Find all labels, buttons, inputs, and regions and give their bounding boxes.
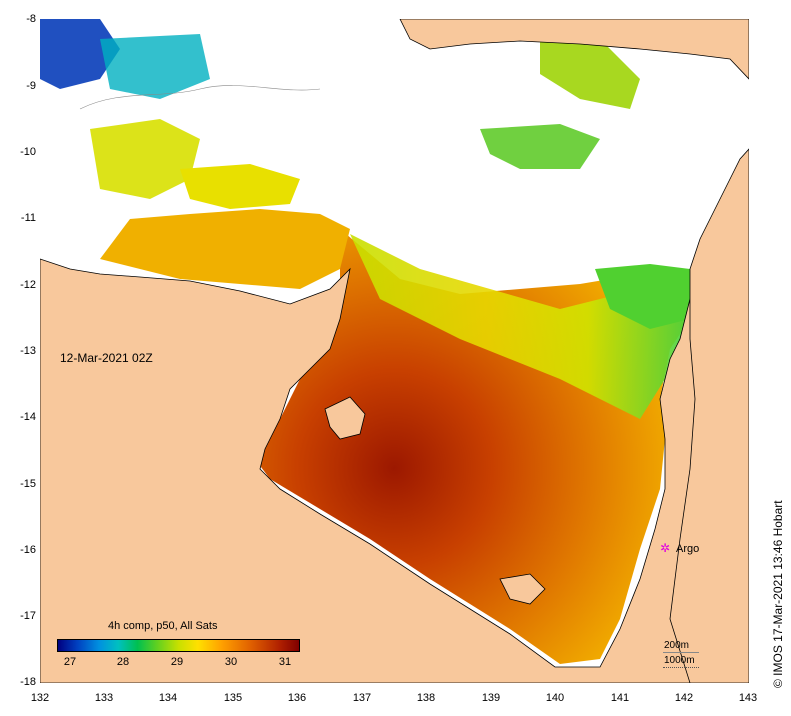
depth-1000m-line <box>663 667 699 668</box>
x-tick-label: 137 <box>352 692 372 704</box>
y-tick-label: -18 <box>20 676 36 688</box>
legend-tick-label: 28 <box>116 656 130 668</box>
wellesley-islands <box>499 573 546 605</box>
y-tick-label: -8 <box>26 13 36 25</box>
x-tick-label: 136 <box>287 692 307 704</box>
legend-tick-label: 29 <box>170 656 184 668</box>
x-tick-label: 140 <box>545 692 565 704</box>
x-tick-label: 132 <box>30 692 50 704</box>
timor-cyan-patch <box>100 34 210 99</box>
sst-map <box>40 19 749 683</box>
depth-contour-200m <box>79 85 321 110</box>
cape-york <box>669 148 749 683</box>
y-tick-label: -10 <box>20 146 36 158</box>
y-tick-label: -15 <box>20 478 36 490</box>
timestamp-label: 12-Mar-2021 02Z <box>60 351 153 365</box>
x-tick-label: 141 <box>610 692 630 704</box>
argo-float-icon[interactable]: ✲ <box>660 541 671 555</box>
legend-tick-label: 27 <box>63 656 77 668</box>
arafura-yellow-patch <box>90 119 200 199</box>
timor-blue-patch <box>40 19 120 89</box>
x-tick-label: 142 <box>674 692 694 704</box>
arnhem-coast-water <box>100 209 350 289</box>
legend-tick-label: 30 <box>224 656 238 668</box>
torres-green-patch <box>595 264 690 329</box>
argo-label: Argo <box>676 543 700 555</box>
x-tick-label: 135 <box>223 692 243 704</box>
y-tick-label: -9 <box>26 80 36 92</box>
northeast-green-patch <box>540 39 640 109</box>
y-tick-label: -13 <box>20 345 36 357</box>
central-yellow-patch <box>180 164 300 209</box>
x-tick-label: 143 <box>738 692 758 704</box>
north-water <box>350 234 690 419</box>
y-tick-label: -14 <box>20 411 36 423</box>
y-tick-label: -17 <box>20 610 36 622</box>
legend-tick-label: 31 <box>278 656 292 668</box>
north-green-patch <box>480 124 600 169</box>
depth-200m-label: 200m <box>664 640 690 651</box>
groote-eylandt <box>324 396 366 440</box>
new-guinea <box>399 19 749 80</box>
depth-200m-line <box>663 652 699 653</box>
depth-1000m-label: 1000m <box>664 655 695 666</box>
legend-title: 4h comp, p50, All Sats <box>108 620 218 632</box>
y-tick-label: -12 <box>20 279 36 291</box>
x-tick-label: 133 <box>94 692 114 704</box>
credit-label: © IMOS 17-Mar-2021 13:46 Hobart <box>771 500 785 688</box>
y-tick-label: -16 <box>20 544 36 556</box>
x-tick-label: 139 <box>481 692 501 704</box>
x-tick-label: 138 <box>416 692 436 704</box>
colorbar <box>57 639 300 652</box>
x-tick-label: 134 <box>158 692 178 704</box>
y-tick-label: -11 <box>20 212 36 224</box>
arnhem-land <box>40 228 749 683</box>
